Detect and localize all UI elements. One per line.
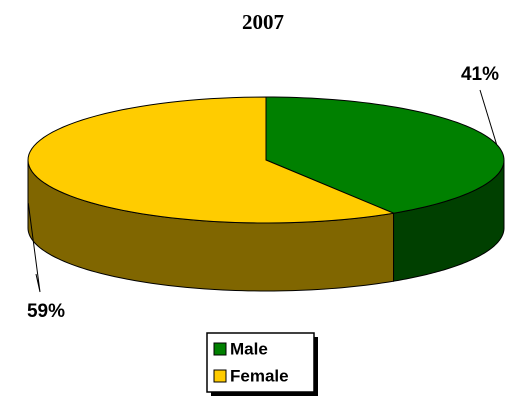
legend-label: Male: [230, 339, 268, 358]
leader-line: [479, 89, 498, 145]
chart-title: 2007: [242, 10, 284, 34]
legend-swatch: [213, 369, 227, 383]
slice: [27, 96, 396, 224]
data-label: 59%: [27, 301, 65, 322]
leader-line: [27, 203, 41, 293]
legend-label: Female: [230, 366, 289, 385]
data-label: 41%: [461, 64, 499, 85]
legend-swatch: [213, 342, 227, 356]
slice: [265, 96, 505, 214]
